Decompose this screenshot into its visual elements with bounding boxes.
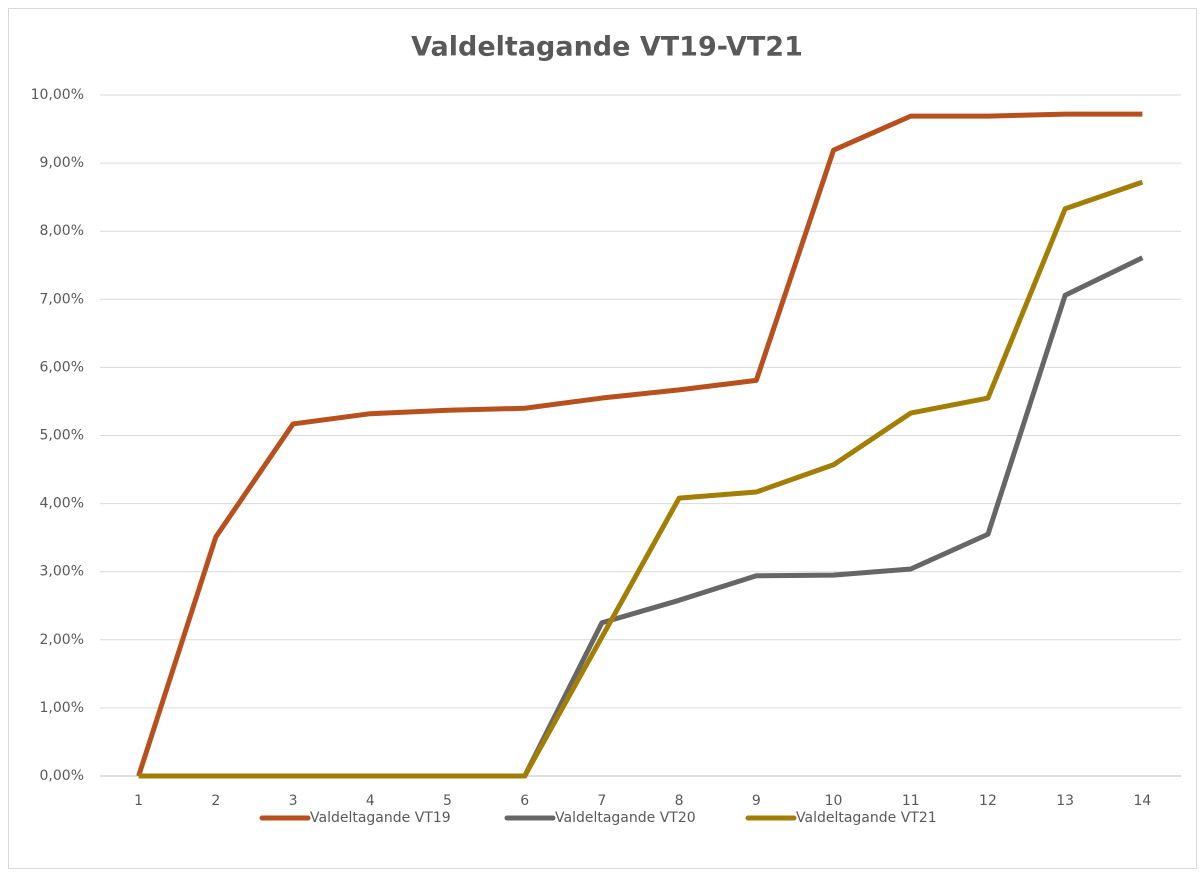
x-tick-label: 14 (1133, 793, 1151, 809)
x-tick-label: 3 (289, 793, 298, 809)
x-tick-label: 8 (675, 793, 684, 809)
y-tick-label: 5,00% (40, 428, 84, 444)
x-tick-label: 7 (597, 793, 606, 809)
legend-label: Valdeltagande VT19 (310, 810, 451, 826)
y-tick-label: 10,00% (31, 87, 84, 103)
x-tick-label: 10 (825, 793, 843, 809)
y-tick-label: 2,00% (40, 632, 84, 648)
y-tick-label: 4,00% (40, 496, 84, 512)
x-tick-label: 2 (211, 793, 220, 809)
chart-frame (8, 8, 1197, 869)
legend-label: Valdeltagande VT21 (796, 810, 937, 826)
x-tick-label: 6 (520, 793, 529, 809)
y-tick-label: 8,00% (40, 223, 84, 239)
y-tick-label: 3,00% (40, 564, 84, 580)
y-tick-label: 0,00% (40, 768, 84, 784)
x-tick-label: 13 (1056, 793, 1074, 809)
legend-label: Valdeltagande VT20 (555, 810, 696, 826)
y-tick-label: 9,00% (40, 155, 84, 171)
x-tick-label: 9 (752, 793, 761, 809)
y-tick-label: 7,00% (40, 291, 84, 307)
x-tick-label: 11 (902, 793, 920, 809)
series-line (138, 179, 1144, 779)
y-tick-label: 1,00% (40, 700, 84, 716)
y-tick-label: 6,00% (40, 359, 84, 375)
x-tick-label: 12 (979, 793, 997, 809)
x-tick-label: 1 (134, 793, 143, 809)
x-tick-label: 5 (443, 793, 452, 809)
series-line (136, 111, 1143, 777)
chart-title: Valdeltagande VT19-VT21 (411, 32, 803, 63)
x-tick-label: 4 (366, 793, 375, 809)
